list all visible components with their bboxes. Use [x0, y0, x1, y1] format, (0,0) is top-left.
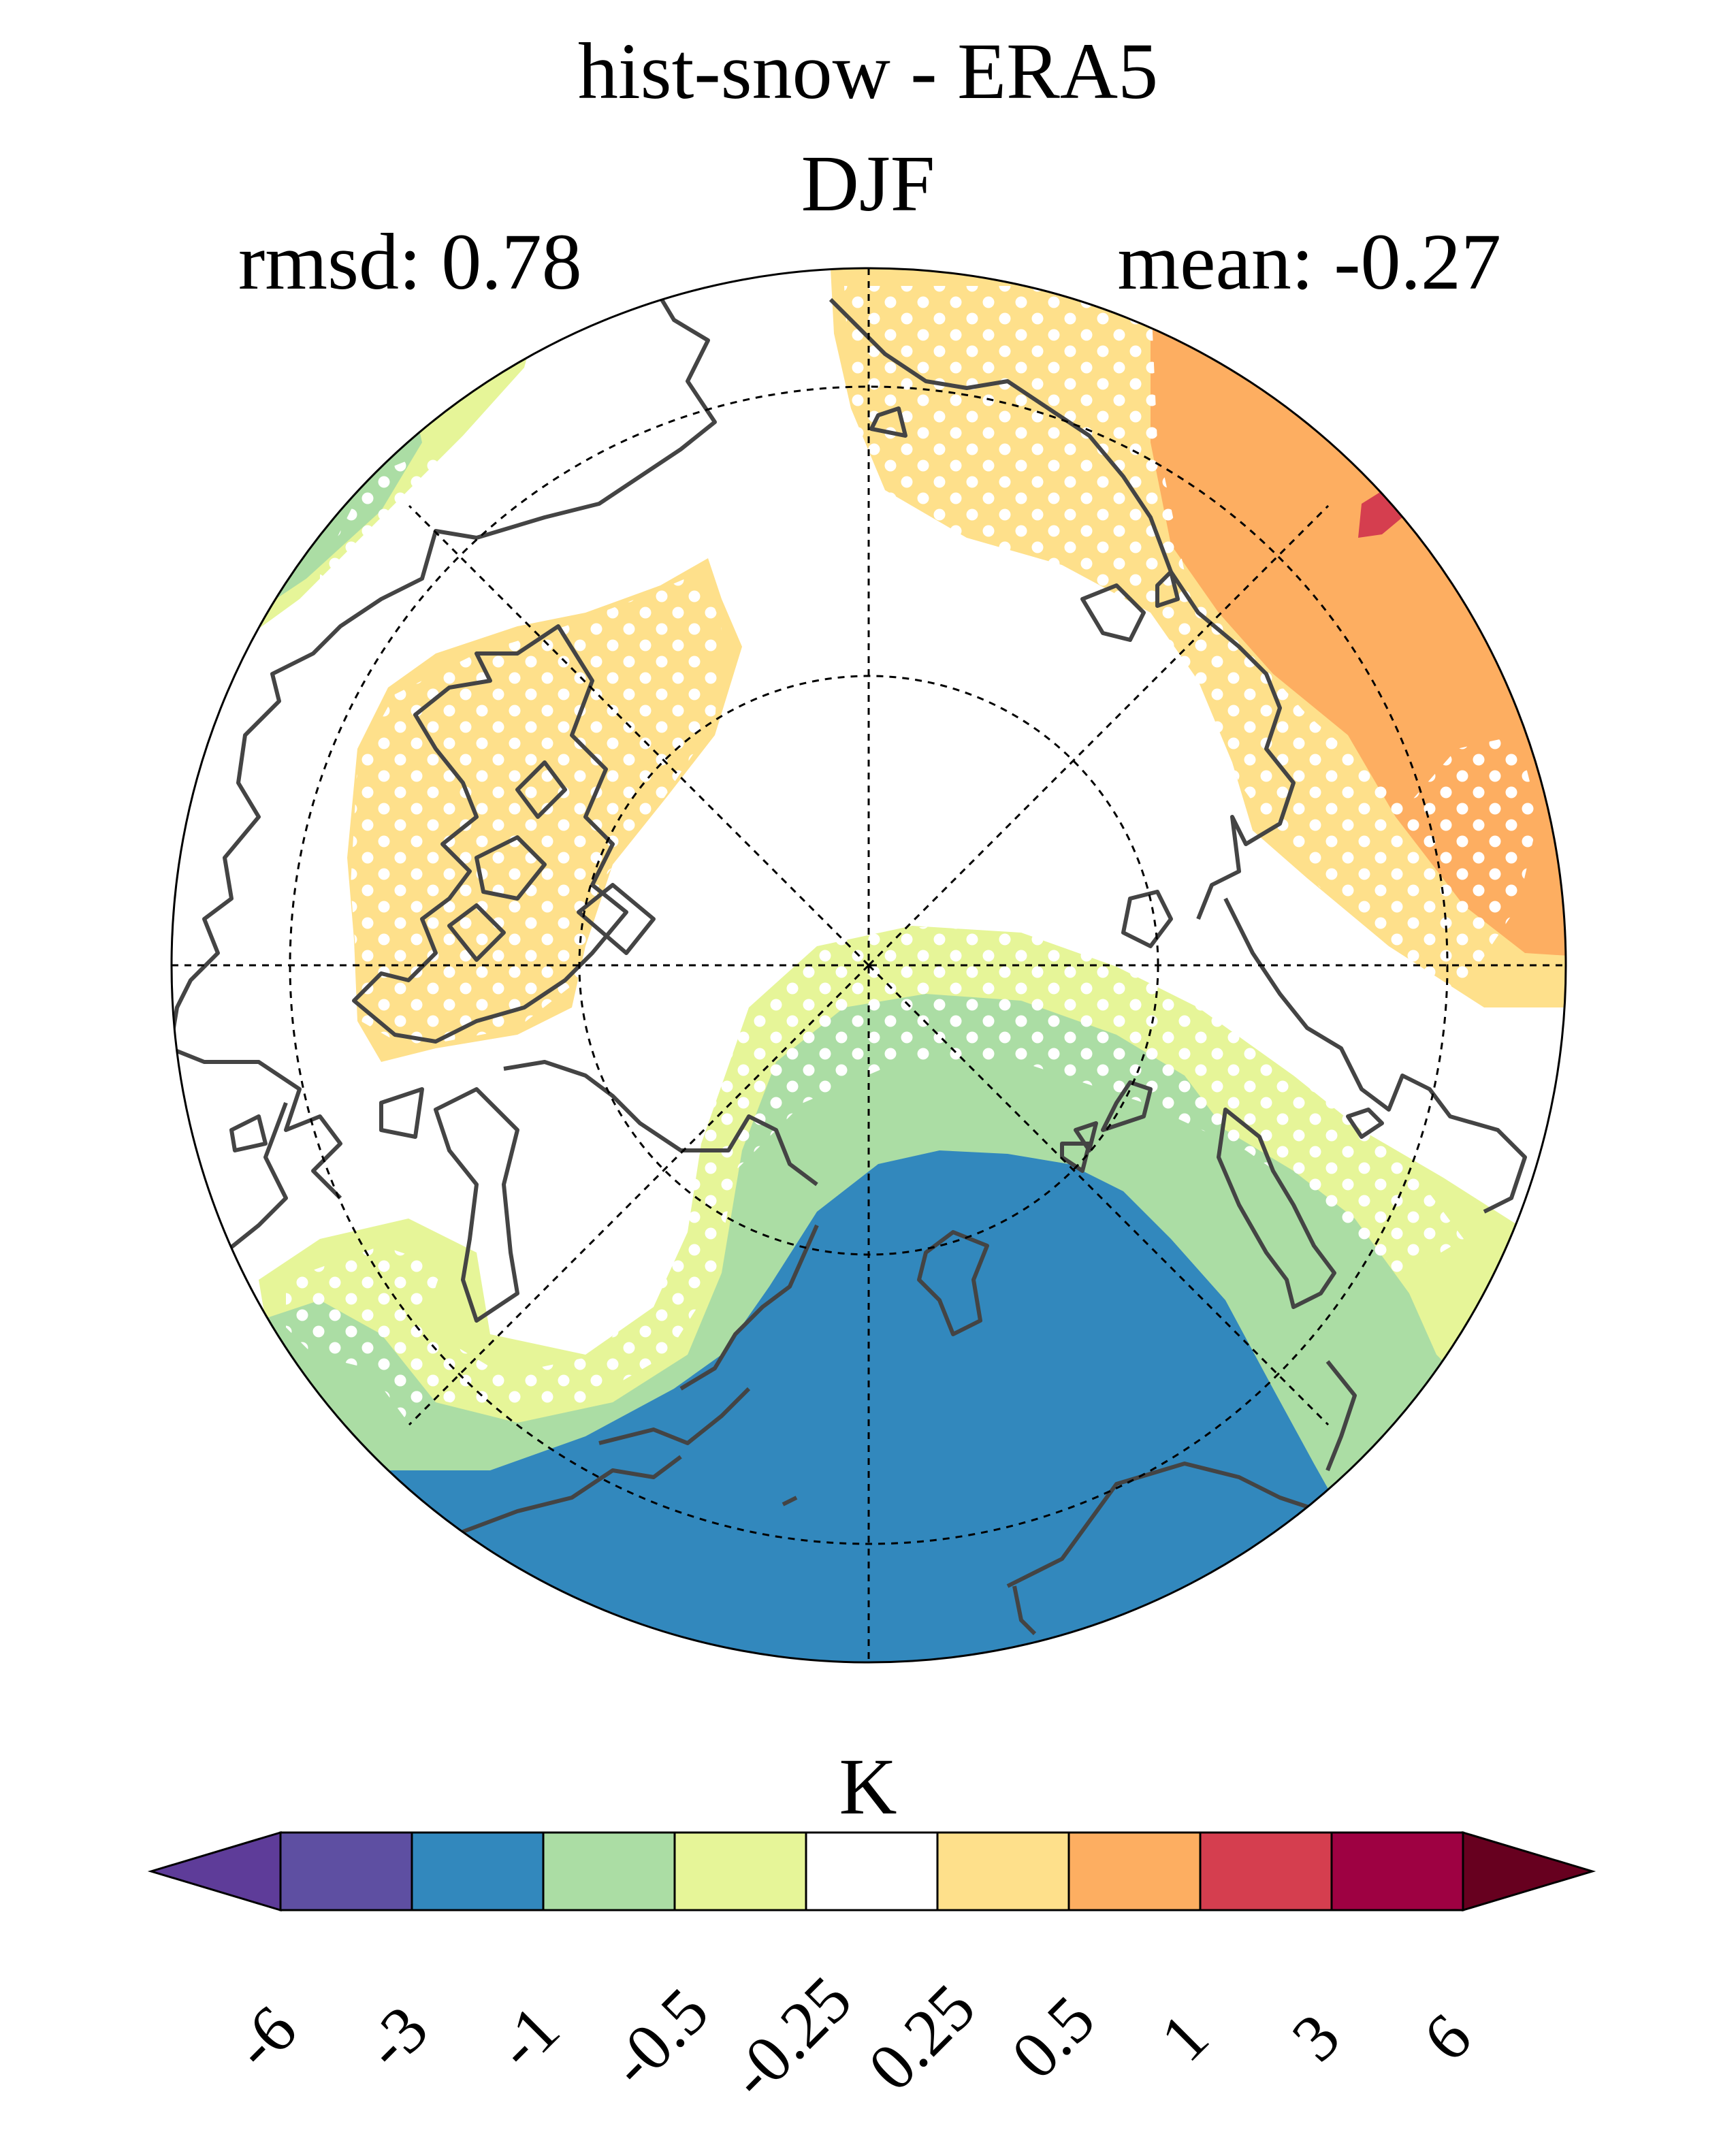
- colorbar-bin: [936, 1831, 1070, 1911]
- colorbar-bin: [673, 1831, 807, 1911]
- colorbar-tick-label: 3: [1279, 2000, 1354, 2076]
- colorbar-bin: [1067, 1831, 1202, 1911]
- colorbar-tick-label: 0.5: [998, 1982, 1109, 2093]
- rmsd-label: rmsd: 0.78: [238, 217, 582, 306]
- colorbar-tick-label: 0.25: [855, 1971, 990, 2105]
- coastlines: [172, 285, 1527, 1636]
- anomaly-region-blue-siberia: [381, 1150, 1345, 1662]
- graticule: [172, 268, 1566, 1662]
- colorbar-bin: [805, 1831, 939, 1911]
- mean-label: mean: -0.27: [1117, 217, 1501, 306]
- colorbar-tick-label: -3: [351, 1992, 442, 2083]
- colorbar-tick-label: 6: [1410, 2000, 1485, 2076]
- map-disk: [172, 268, 1566, 1662]
- colorbar-bin: [279, 1831, 413, 1911]
- colorbar-tick-labels: -6 -3 -1 -0.5-0.250.25 0.5 1 3 6: [219, 1963, 1485, 2113]
- colorbar-tick-label: -0.5: [596, 1974, 722, 2101]
- colorbar-extension-high: [1462, 1830, 1596, 1912]
- colorbar-tick-label: 1: [1147, 2000, 1223, 2076]
- colorbar-bin: [1199, 1831, 1333, 1911]
- colorbar-tick-label: -6: [219, 1992, 310, 2083]
- colorbar-tick-label: -0.25: [716, 1963, 866, 2113]
- colorbar-extension-low: [147, 1830, 282, 1912]
- colorbar-bin: [542, 1831, 676, 1911]
- colorbar-tick-label: -1: [482, 1992, 573, 2083]
- colorbar-unit: K: [839, 1742, 897, 1831]
- colorbar-bin: [411, 1831, 545, 1911]
- colorbar: [147, 1830, 1596, 1912]
- map-boundary: [170, 267, 1567, 1664]
- season-label: DJF: [801, 139, 935, 228]
- colorbar-bin: [1330, 1831, 1464, 1911]
- map-title: hist-snow - ERA5: [577, 27, 1159, 116]
